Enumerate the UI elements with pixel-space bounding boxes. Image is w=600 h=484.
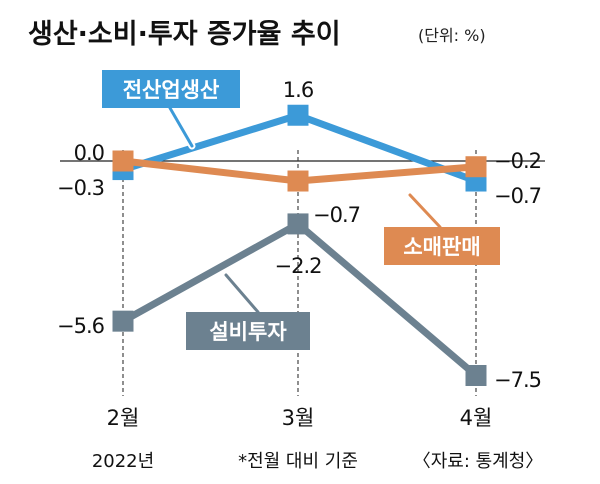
legend-label-2: 소매판매 [403, 235, 480, 259]
data-label-s2-2: −0.7 [313, 203, 360, 227]
legend-leader-1 [168, 106, 194, 148]
source-note: 〈자료: 통계청〉 [413, 451, 544, 472]
data-point-s2-1 [112, 150, 134, 172]
data-point-s2-3 [465, 156, 487, 178]
legend-leader-3 [224, 273, 260, 314]
data-label-s3-2: −2.2 [275, 254, 322, 278]
legend-label-3: 설비투자 [209, 320, 287, 344]
x-tick-sublabel: 2022년 [92, 451, 154, 472]
unit-label: (단위: %) [418, 26, 486, 45]
data-label-s1-2: 1.6 [283, 78, 314, 102]
footnote: *전월 대비 기준 [238, 451, 358, 472]
data-point-s3-1 [112, 310, 134, 332]
data-point-s2-2 [287, 170, 309, 192]
data-label-s2-3: −0.2 [494, 149, 541, 173]
legend-leader-2 [408, 193, 442, 229]
x-tick-label: 4월 [460, 406, 493, 430]
legend-label-1: 전산업생산 [123, 78, 220, 102]
data-label-s3-1: −5.6 [57, 314, 105, 338]
data-point-s3-2 [287, 213, 309, 235]
marks-layer [112, 104, 487, 386]
legend-box-2 [384, 227, 500, 265]
data-label-s1-3: −0.7 [494, 184, 541, 208]
data-label-s3-3: −7.5 [494, 368, 541, 392]
legend-box-3 [186, 312, 310, 350]
data-label-s2-1: 0.0 [74, 141, 104, 165]
x-tick-label: 2월 [107, 406, 140, 430]
labels-layer: 2월 2022년 3월 4월 −0.3 1.6 −0.7 0.0 −0.7 −0.2 −5.6 −2.… [57, 78, 542, 472]
data-label-s1-1: −0.3 [57, 176, 104, 200]
x-tick-label: 3월 [282, 406, 315, 430]
legend-box-1 [102, 70, 240, 108]
data-point-s1-2 [287, 104, 309, 126]
chart-title: 생산·소비·투자 증가율 추이 [28, 19, 341, 50]
data-point-s3-3 [465, 365, 487, 386]
